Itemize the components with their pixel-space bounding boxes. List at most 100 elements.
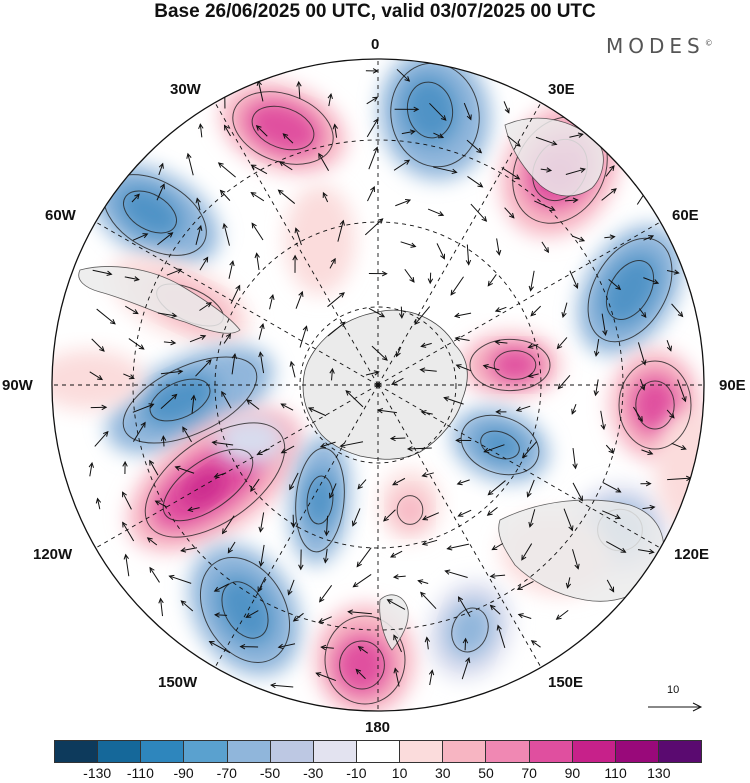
wind-arrow <box>569 132 584 138</box>
wind-arrow <box>556 337 568 350</box>
anomaly-blob <box>216 574 274 646</box>
wind-arrow <box>94 430 109 447</box>
anomaly-blob <box>52 350 145 410</box>
wind-arrow <box>487 480 506 496</box>
wind-arrow <box>366 96 379 105</box>
wind-arrow <box>482 364 500 371</box>
wind-arrow <box>180 547 198 553</box>
wind-arrow <box>299 325 308 348</box>
wind-arrow <box>503 101 510 114</box>
map-title: Base 26/06/2025 00 UTC, valid 03/07/2025… <box>154 1 596 22</box>
lon-label-120e: 120E <box>674 546 710 563</box>
wind-arrow <box>190 394 197 414</box>
reference-vector-value: 10 <box>667 684 680 696</box>
wind-arrow <box>195 359 212 377</box>
wind-arrow <box>257 576 266 593</box>
wind-arrow <box>277 643 296 650</box>
wind-arrow <box>456 479 470 486</box>
wind-arrow <box>420 410 433 416</box>
wind-arrow <box>393 667 400 687</box>
wind-arrow <box>246 399 260 410</box>
wind-arrow <box>516 580 534 590</box>
streamline-contour <box>251 105 315 151</box>
wind-arrow <box>461 657 471 680</box>
wind-arrow <box>278 161 293 171</box>
colorbar-tick-label: -50 <box>259 765 281 781</box>
wind-arrow <box>565 577 572 589</box>
wind-arrow <box>453 312 472 319</box>
wind-arrow <box>395 346 402 358</box>
wind-arrow <box>467 176 484 188</box>
wind-arrow <box>270 682 294 689</box>
wind-arrow <box>289 472 299 491</box>
wind-arrow <box>292 612 304 622</box>
wind-arrow <box>323 515 330 537</box>
wind-arrow <box>638 308 647 319</box>
wind-arrow <box>483 444 505 453</box>
wind-arrow <box>466 139 483 154</box>
wind-arrow <box>95 497 102 510</box>
arrow-head <box>692 702 703 712</box>
wind-arrow <box>393 159 411 171</box>
wind-arrow <box>386 599 406 610</box>
wind-arrow <box>290 514 297 529</box>
wind-arrow <box>496 624 506 649</box>
wind-arrow <box>606 541 627 553</box>
wind-arrow <box>486 507 498 516</box>
wind-arrow <box>294 227 302 246</box>
streamline-contour <box>480 430 520 460</box>
wind-arrow <box>250 478 260 492</box>
wind-arrow <box>428 669 435 686</box>
colorbar-swatch <box>442 741 486 762</box>
wind-arrow <box>339 441 364 449</box>
wind-arrow <box>280 403 294 411</box>
anomaly-blob <box>303 470 337 530</box>
anomaly-blob <box>142 373 218 427</box>
wind-arrow <box>371 345 388 361</box>
streamline-contour <box>306 475 334 525</box>
streamline-contour <box>149 378 211 422</box>
colorbar-tick-label: -30 <box>303 765 324 781</box>
wind-arrow <box>131 193 140 203</box>
wind-arrow <box>163 339 177 346</box>
wind-arrow <box>132 233 149 241</box>
wind-arrow <box>390 550 403 558</box>
streamline-contour <box>469 338 551 392</box>
anomaly-blob <box>401 75 459 145</box>
wind-arrow <box>295 290 304 309</box>
wind-arrow <box>455 364 472 372</box>
wind-arrow <box>602 482 622 493</box>
lon-label-0: 0 <box>371 36 380 53</box>
wind-arrow <box>239 643 259 650</box>
wind-arrow <box>489 573 506 579</box>
streamline-contour <box>339 640 385 690</box>
colorbar-tick-label: 10 <box>391 765 408 781</box>
anomaly-blob <box>244 100 322 156</box>
wind-arrow <box>593 379 599 397</box>
wind-arrow <box>157 312 178 319</box>
reference-vector <box>648 702 703 712</box>
streamline-contour <box>199 557 291 663</box>
wind-arrow <box>132 421 146 442</box>
wind-arrow <box>308 407 327 417</box>
wind-arrow <box>462 637 469 651</box>
wind-arrow <box>392 574 406 580</box>
wind-arrow <box>277 189 296 204</box>
wind-arrow <box>530 305 542 317</box>
wind-arrow <box>401 129 416 135</box>
wind-arrow <box>160 435 167 447</box>
colorbar-tick-label: 70 <box>521 765 537 781</box>
brand-copyright-mark: © <box>704 38 713 48</box>
wind-arrow <box>292 254 298 273</box>
africa-landmass <box>504 117 604 197</box>
wind-arrow <box>528 270 535 292</box>
wind-arrow <box>406 446 432 452</box>
meridian-line <box>377 221 661 386</box>
streamline-contour <box>232 91 334 165</box>
new-zealand-landmass <box>379 594 409 651</box>
lon-label-90e: 90E <box>719 377 746 394</box>
wind-arrow <box>250 164 268 175</box>
wind-arrow <box>199 302 212 311</box>
lon-label-120w: 120W <box>33 546 73 563</box>
wind-arrow <box>154 500 168 508</box>
